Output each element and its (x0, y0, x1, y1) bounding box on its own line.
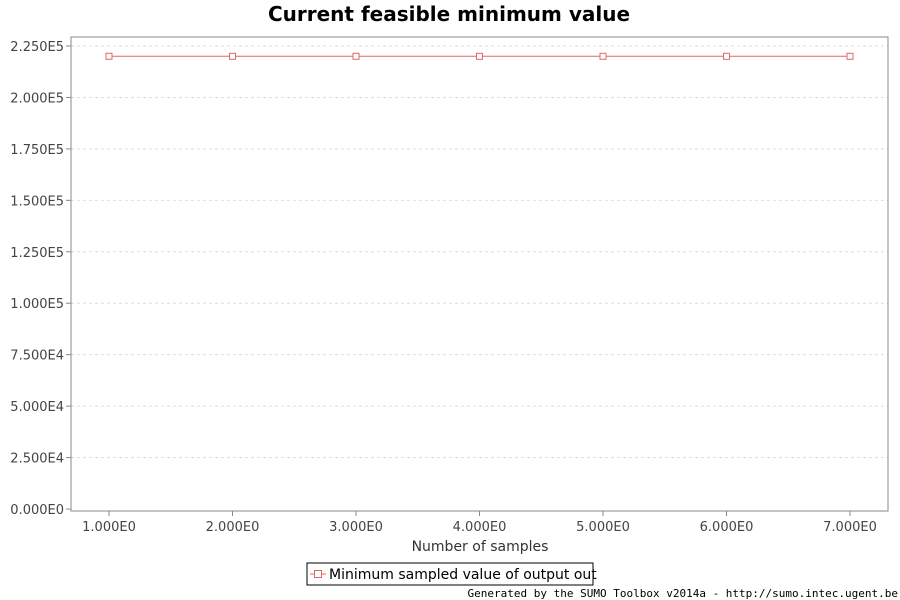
data-point (476, 52, 483, 60)
y-tick-label: 2.000E5 (10, 91, 64, 106)
x-tick-label: 3.000E0 (329, 520, 383, 535)
legend-label: Minimum sampled value of output out (329, 567, 597, 583)
plot-area (70, 36, 889, 512)
x-tick-label: 2.000E0 (206, 520, 260, 535)
y-tick-label: 1.000E5 (10, 297, 64, 312)
y-tick-label: 5.000E4 (10, 400, 64, 415)
x-axis: 1.000E0 2.000E0 3.000E0 4.000E0 5.000E0 6.000… (82, 511, 877, 535)
data-point (846, 52, 854, 60)
data-point (599, 52, 607, 60)
y-tick-label: 1.250E5 (10, 246, 64, 261)
y-axis: 0.000E0 2.500E4 5.000E4 7.500E4 1.000E5 1.250… (10, 40, 71, 518)
data-point (229, 52, 236, 60)
data-point (105, 52, 113, 60)
y-tick-label: 7.500E4 (10, 349, 64, 364)
footer-credit: Generated by the SUMO Toolbox v2014a - h… (468, 587, 898, 600)
legend-marker (314, 570, 322, 578)
legend-box (306, 562, 594, 586)
grid (71, 45, 888, 459)
legend: Minimum sampled value of output out (306, 562, 597, 586)
x-axis-label: Number of samples (412, 539, 549, 555)
y-tick-label: 1.500E5 (10, 194, 64, 209)
data-point (352, 52, 360, 60)
series (105, 52, 854, 60)
x-tick-label: 6.000E0 (700, 520, 754, 535)
y-tick-label: 1.750E5 (10, 143, 64, 158)
chart-title: Current feasible minimum value (268, 2, 630, 26)
data-point (723, 52, 730, 60)
x-tick-label: 4.000E0 (453, 520, 507, 535)
x-tick-label: 7.000E0 (823, 520, 877, 535)
y-tick-label: 0.000E0 (10, 503, 64, 518)
x-tick-label: 5.000E0 (576, 520, 630, 535)
x-tick-label: 1.000E0 (82, 520, 136, 535)
y-tick-label: 2.250E5 (10, 40, 64, 55)
y-tick-label: 2.500E4 (10, 452, 64, 467)
